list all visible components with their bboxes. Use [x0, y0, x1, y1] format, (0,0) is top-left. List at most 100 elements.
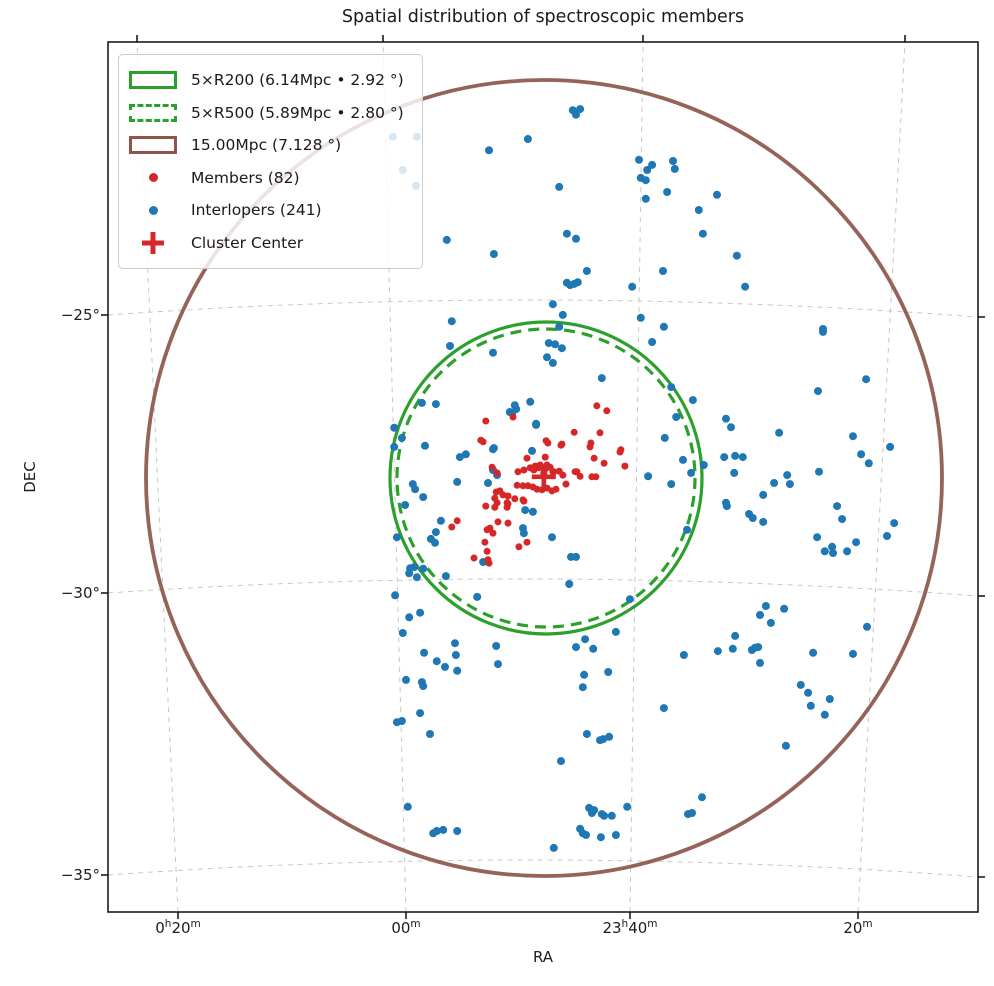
interloper-point — [699, 461, 708, 469]
interloper-point — [431, 538, 439, 547]
member-point — [491, 503, 499, 511]
interloper-point — [625, 595, 634, 604]
dashed-circle-swatch-icon — [129, 103, 177, 122]
dec-gridline — [107, 578, 979, 597]
interloper-point — [419, 682, 428, 691]
interloper-point — [843, 547, 852, 556]
legend-marker — [127, 173, 179, 183]
interloper-point — [641, 194, 650, 203]
interloper-point — [611, 831, 620, 839]
scatter-dot-swatch-icon — [148, 205, 158, 215]
interloper-point — [420, 648, 429, 657]
interloper-point — [623, 802, 632, 811]
interloper-point — [864, 459, 873, 468]
interloper-point — [528, 507, 537, 516]
interloper-point — [766, 618, 775, 627]
member-point — [523, 454, 531, 462]
dec-gridline — [107, 299, 979, 318]
member-point — [590, 454, 598, 462]
interloper-point — [806, 701, 815, 710]
member-point — [520, 466, 528, 474]
interloper-point — [439, 825, 448, 834]
interloper-point — [796, 680, 805, 689]
member-point — [491, 494, 499, 502]
interloper-point — [759, 517, 768, 526]
member-point — [559, 471, 567, 479]
interloper-point — [390, 423, 399, 432]
x-tick-label: 20m — [843, 918, 873, 937]
interloper-point — [489, 348, 497, 357]
interloper-point — [672, 413, 681, 421]
interloper-point — [596, 833, 605, 842]
legend-label: Interlopers (241) — [191, 201, 322, 220]
interloper-point — [431, 400, 440, 409]
interloper-point — [635, 155, 643, 164]
interloper-point — [667, 383, 676, 392]
interloper-point — [558, 310, 567, 319]
member-point — [509, 413, 517, 421]
member-point — [549, 468, 557, 476]
interloper-point — [862, 375, 871, 384]
interloper-point — [607, 811, 616, 820]
legend-marker — [127, 103, 179, 122]
interloper-point — [604, 668, 613, 676]
interloper-point — [732, 251, 741, 260]
interloper-point — [411, 485, 420, 494]
member-point — [511, 495, 519, 503]
interloper-point — [833, 502, 842, 511]
legend-marker — [127, 71, 179, 90]
member-point — [603, 407, 611, 415]
interloper-point — [648, 160, 657, 169]
interloper-point — [572, 643, 580, 652]
member-point — [552, 485, 560, 493]
member-point — [453, 517, 461, 525]
interloper-point — [770, 479, 779, 487]
interloper-point — [748, 514, 757, 522]
interloper-point — [727, 423, 735, 432]
interloper-point — [804, 688, 813, 697]
interloper-point — [589, 644, 598, 653]
interloper-point — [605, 732, 614, 741]
member-point — [541, 453, 549, 461]
interloper-point — [679, 651, 688, 659]
interloper-point — [825, 695, 834, 703]
interloper-point — [419, 493, 428, 502]
cluster-center-cross-icon — [142, 231, 164, 254]
member-point — [596, 429, 604, 437]
interloper-point — [562, 229, 571, 238]
member-point — [485, 559, 493, 567]
interloper-point — [416, 608, 425, 617]
interloper-point — [683, 525, 691, 534]
interloper-point — [523, 135, 532, 143]
member-point — [504, 492, 512, 500]
interloper-point — [628, 282, 637, 291]
interloper-point — [667, 480, 676, 489]
interloper-point — [669, 157, 677, 165]
interloper-point — [815, 467, 823, 476]
interloper-point — [419, 564, 428, 573]
interloper-point — [698, 229, 707, 238]
interloper-point — [730, 468, 739, 477]
member-point — [479, 438, 487, 446]
interloper-point — [494, 660, 502, 669]
member-point — [470, 554, 478, 562]
interloper-point — [756, 658, 764, 667]
member-point — [616, 448, 624, 456]
ra-gridline — [857, 41, 906, 913]
interloper-point — [731, 631, 740, 640]
interloper-point — [694, 206, 703, 214]
legend-item: Members (82) — [127, 162, 404, 195]
member-point — [504, 519, 512, 527]
member-point — [535, 464, 543, 472]
legend-item: 5×R200 (6.14Mpc • 2.92 °) — [127, 64, 404, 97]
interloper-point — [660, 433, 669, 442]
radius-15mpc-circle — [144, 78, 944, 878]
member-point — [486, 524, 494, 532]
member-point — [493, 469, 501, 477]
interloper-point — [451, 639, 459, 648]
interloper-point — [713, 647, 722, 656]
interloper-point — [581, 635, 590, 644]
interloper-point — [857, 450, 866, 459]
interloper-point — [720, 453, 729, 462]
member-point — [600, 459, 608, 467]
